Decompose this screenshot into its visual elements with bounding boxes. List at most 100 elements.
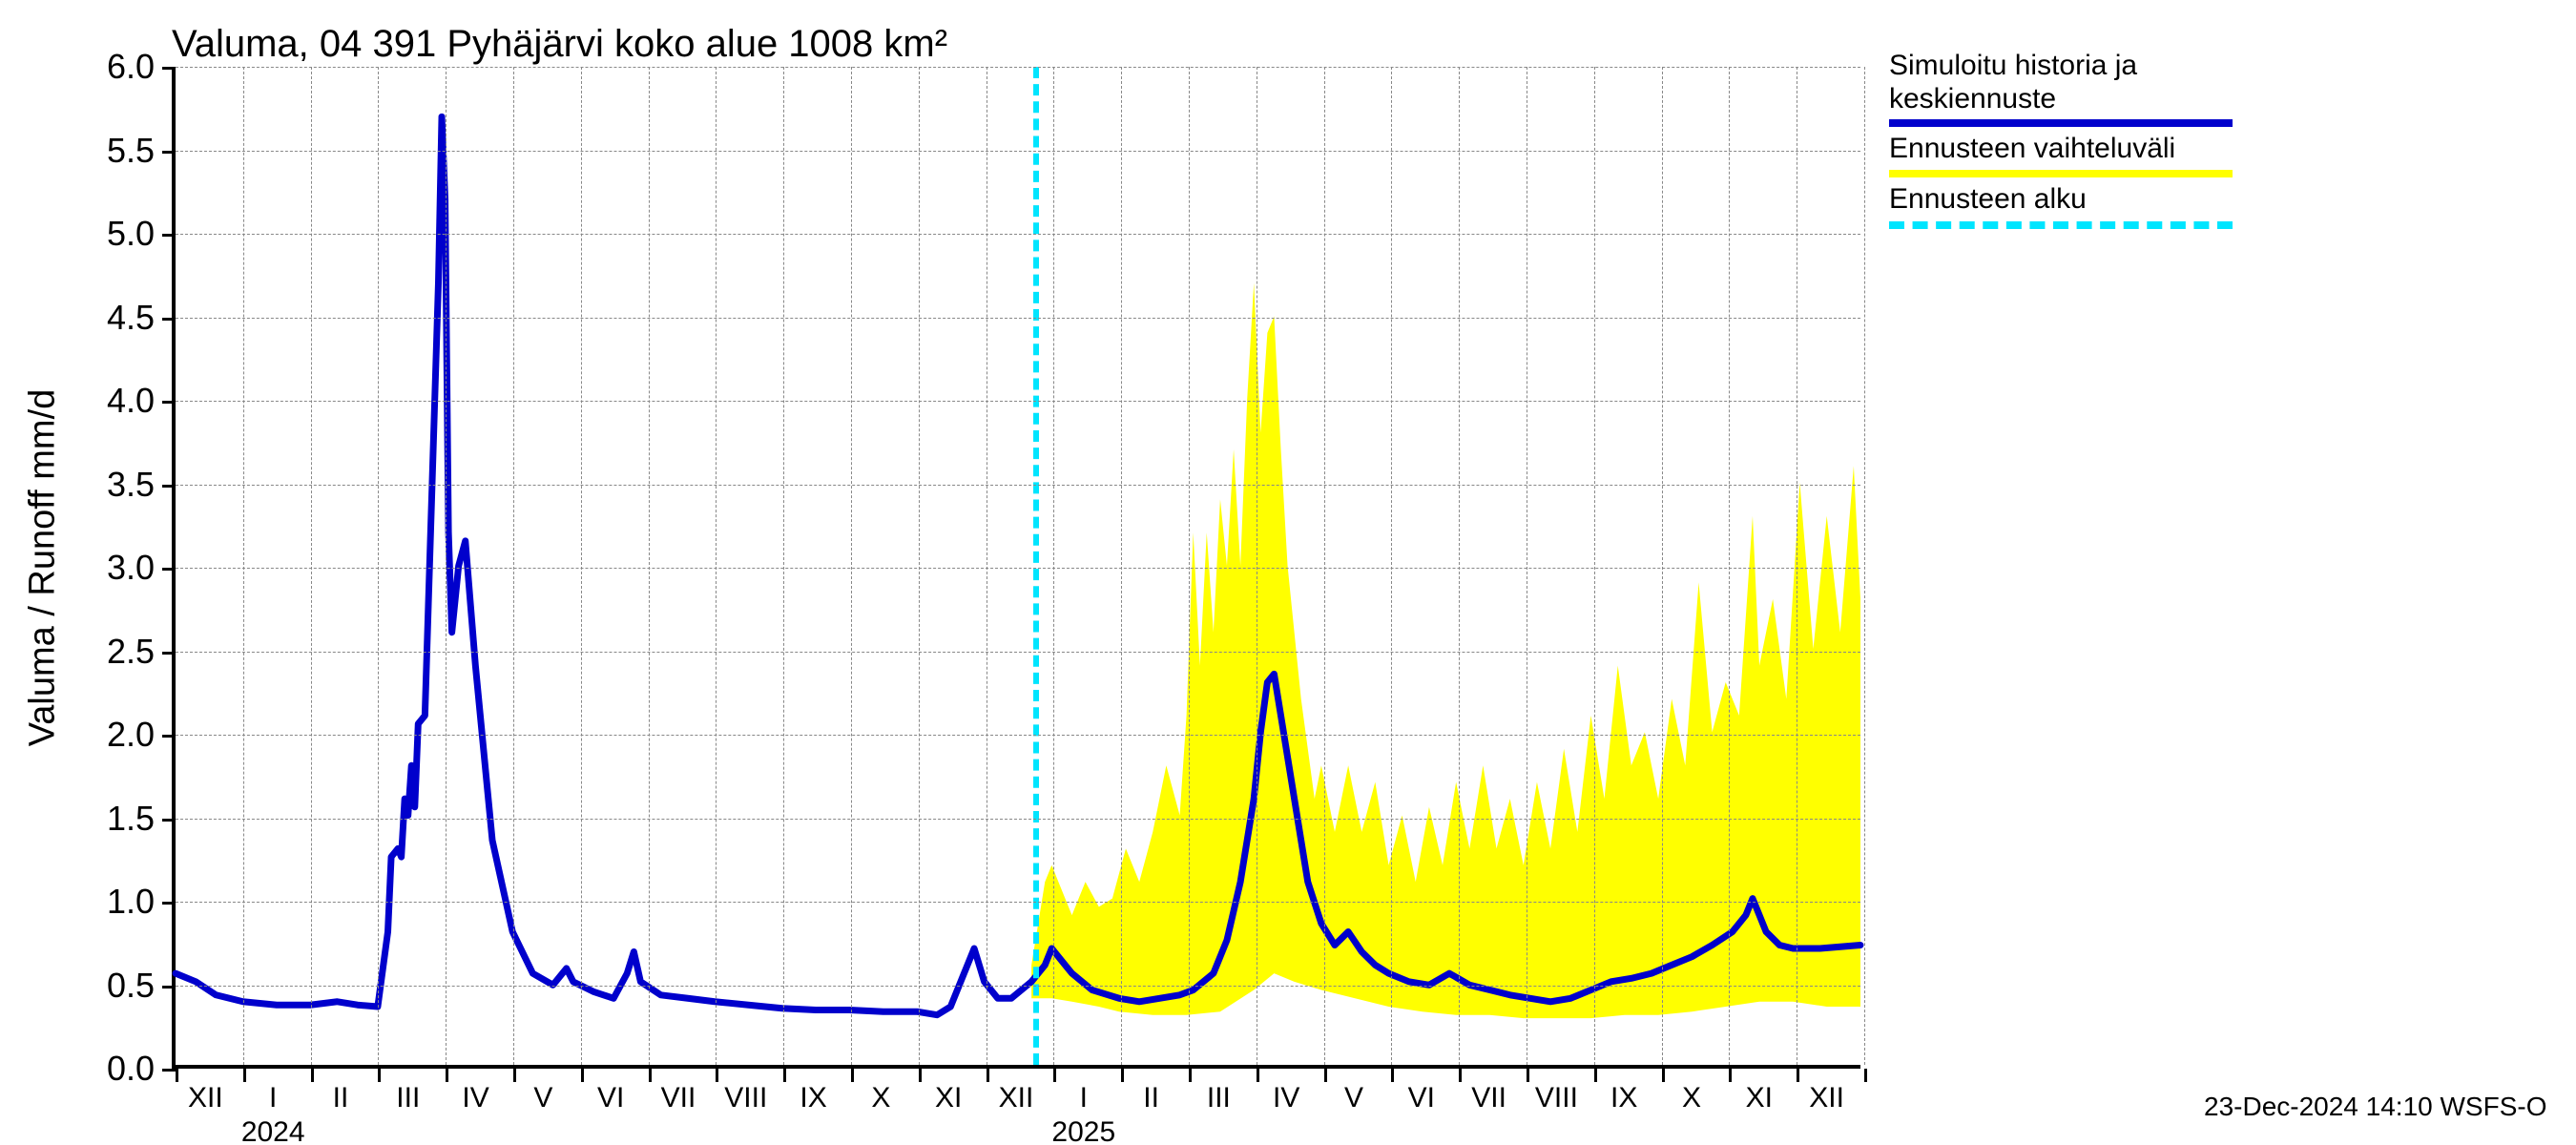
x-tick-label: XII	[999, 1082, 1034, 1114]
grid-line-vertical	[378, 67, 379, 1065]
grid-line-horizontal	[176, 819, 1860, 820]
x-tick-label: VII	[1471, 1082, 1506, 1114]
legend-swatch	[1889, 221, 2233, 229]
x-tick	[581, 1069, 584, 1082]
grid-line-vertical	[1324, 67, 1325, 1065]
grid-line-vertical	[581, 67, 582, 1065]
x-tick	[311, 1069, 314, 1082]
x-tick	[1594, 1069, 1597, 1082]
y-tick-label: 0.0	[86, 1049, 155, 1089]
x-tick-label: IX	[800, 1082, 826, 1114]
x-tick	[513, 1069, 516, 1082]
x-tick	[1527, 1069, 1529, 1082]
grid-line-horizontal	[176, 652, 1860, 653]
grid-line-horizontal	[176, 986, 1860, 987]
grid-line-vertical	[783, 67, 784, 1065]
legend-swatch	[1889, 119, 2233, 127]
x-tick-label: VIII	[1535, 1082, 1578, 1114]
y-tick-label: 4.5	[86, 298, 155, 338]
legend-item: Simuloitu historia jakeskiennuste	[1889, 50, 2233, 127]
grid-line-horizontal	[176, 151, 1860, 152]
y-tick	[162, 1069, 176, 1072]
y-tick	[162, 902, 176, 905]
grid-line-vertical	[1594, 67, 1595, 1065]
y-tick-label: 5.0	[86, 214, 155, 254]
x-tick-label: VIII	[724, 1082, 767, 1114]
y-tick	[162, 652, 176, 655]
plot-area	[172, 67, 1860, 1069]
year-label: 2025	[1051, 1116, 1115, 1145]
legend-item: Ennusteen vaihteluväli	[1889, 133, 2233, 177]
grid-line-vertical	[243, 67, 244, 1065]
y-tick-label: 2.5	[86, 632, 155, 672]
grid-line-horizontal	[176, 568, 1860, 569]
grid-line-vertical	[1121, 67, 1122, 1065]
y-tick-label: 3.5	[86, 465, 155, 505]
y-tick-label: 1.5	[86, 799, 155, 839]
x-tick-label: XI	[1746, 1082, 1773, 1114]
grid-line-horizontal	[176, 485, 1860, 486]
y-tick	[162, 67, 176, 70]
legend-item: Ennusteen alku	[1889, 183, 2233, 230]
y-tick	[162, 234, 176, 237]
grid-line-vertical	[919, 67, 920, 1065]
y-tick-label: 4.0	[86, 381, 155, 421]
x-tick-label: I	[269, 1082, 277, 1114]
grid-line-vertical	[446, 67, 447, 1065]
timestamp-footer: 23-Dec-2024 14:10 WSFS-O	[2204, 1092, 2547, 1122]
legend-swatch	[1889, 170, 2233, 177]
x-tick-label: II	[1143, 1082, 1159, 1114]
x-tick-label: V	[1344, 1082, 1363, 1114]
grid-line-horizontal	[176, 234, 1860, 235]
runoff-line	[176, 116, 1860, 1014]
grid-line-vertical	[311, 67, 312, 1065]
x-tick	[378, 1069, 381, 1082]
grid-line-vertical	[716, 67, 717, 1065]
x-tick	[1189, 1069, 1192, 1082]
grid-line-vertical	[1391, 67, 1392, 1065]
grid-line-vertical	[1189, 67, 1190, 1065]
grid-line-horizontal	[176, 735, 1860, 736]
x-tick-label: XII	[188, 1082, 223, 1114]
x-tick-label: IV	[1273, 1082, 1299, 1114]
x-tick	[1257, 1069, 1259, 1082]
x-tick	[1797, 1069, 1799, 1082]
y-tick-label: 1.0	[86, 882, 155, 922]
x-tick-label: X	[871, 1082, 890, 1114]
grid-line-horizontal	[176, 318, 1860, 319]
y-tick	[162, 485, 176, 488]
grid-line-vertical	[649, 67, 650, 1065]
x-tick	[446, 1069, 448, 1082]
y-tick	[162, 151, 176, 154]
y-tick	[162, 568, 176, 571]
y-tick	[162, 735, 176, 738]
x-tick-label: X	[1682, 1082, 1701, 1114]
x-tick	[1864, 1069, 1867, 1082]
legend-label: keskiennuste	[1889, 83, 2233, 116]
x-tick-label: II	[333, 1082, 349, 1114]
y-tick-label: 0.5	[86, 966, 155, 1006]
y-tick	[162, 819, 176, 822]
x-tick	[716, 1069, 718, 1082]
grid-line-vertical	[513, 67, 514, 1065]
history-forecast-line	[176, 67, 1860, 1065]
x-tick-label: VI	[597, 1082, 624, 1114]
x-tick	[1053, 1069, 1056, 1082]
y-tick-label: 5.5	[86, 131, 155, 171]
x-tick-label: III	[1207, 1082, 1231, 1114]
x-tick	[1324, 1069, 1327, 1082]
y-tick	[162, 318, 176, 321]
forecast-start-line	[1033, 67, 1039, 1065]
x-tick	[1391, 1069, 1394, 1082]
x-tick	[1662, 1069, 1665, 1082]
grid-line-vertical	[1864, 67, 1865, 1065]
year-label: 2024	[241, 1116, 305, 1145]
grid-line-vertical	[1729, 67, 1730, 1065]
legend-label: Simuloitu historia ja	[1889, 50, 2233, 83]
x-tick-label: V	[533, 1082, 552, 1114]
legend-label: Ennusteen vaihteluväli	[1889, 133, 2233, 166]
grid-line-horizontal	[176, 67, 1860, 68]
y-tick-label: 6.0	[86, 47, 155, 87]
y-axis-label: Valuma / Runoff mm/d	[23, 389, 64, 747]
legend-label: Ennusteen alku	[1889, 183, 2233, 217]
